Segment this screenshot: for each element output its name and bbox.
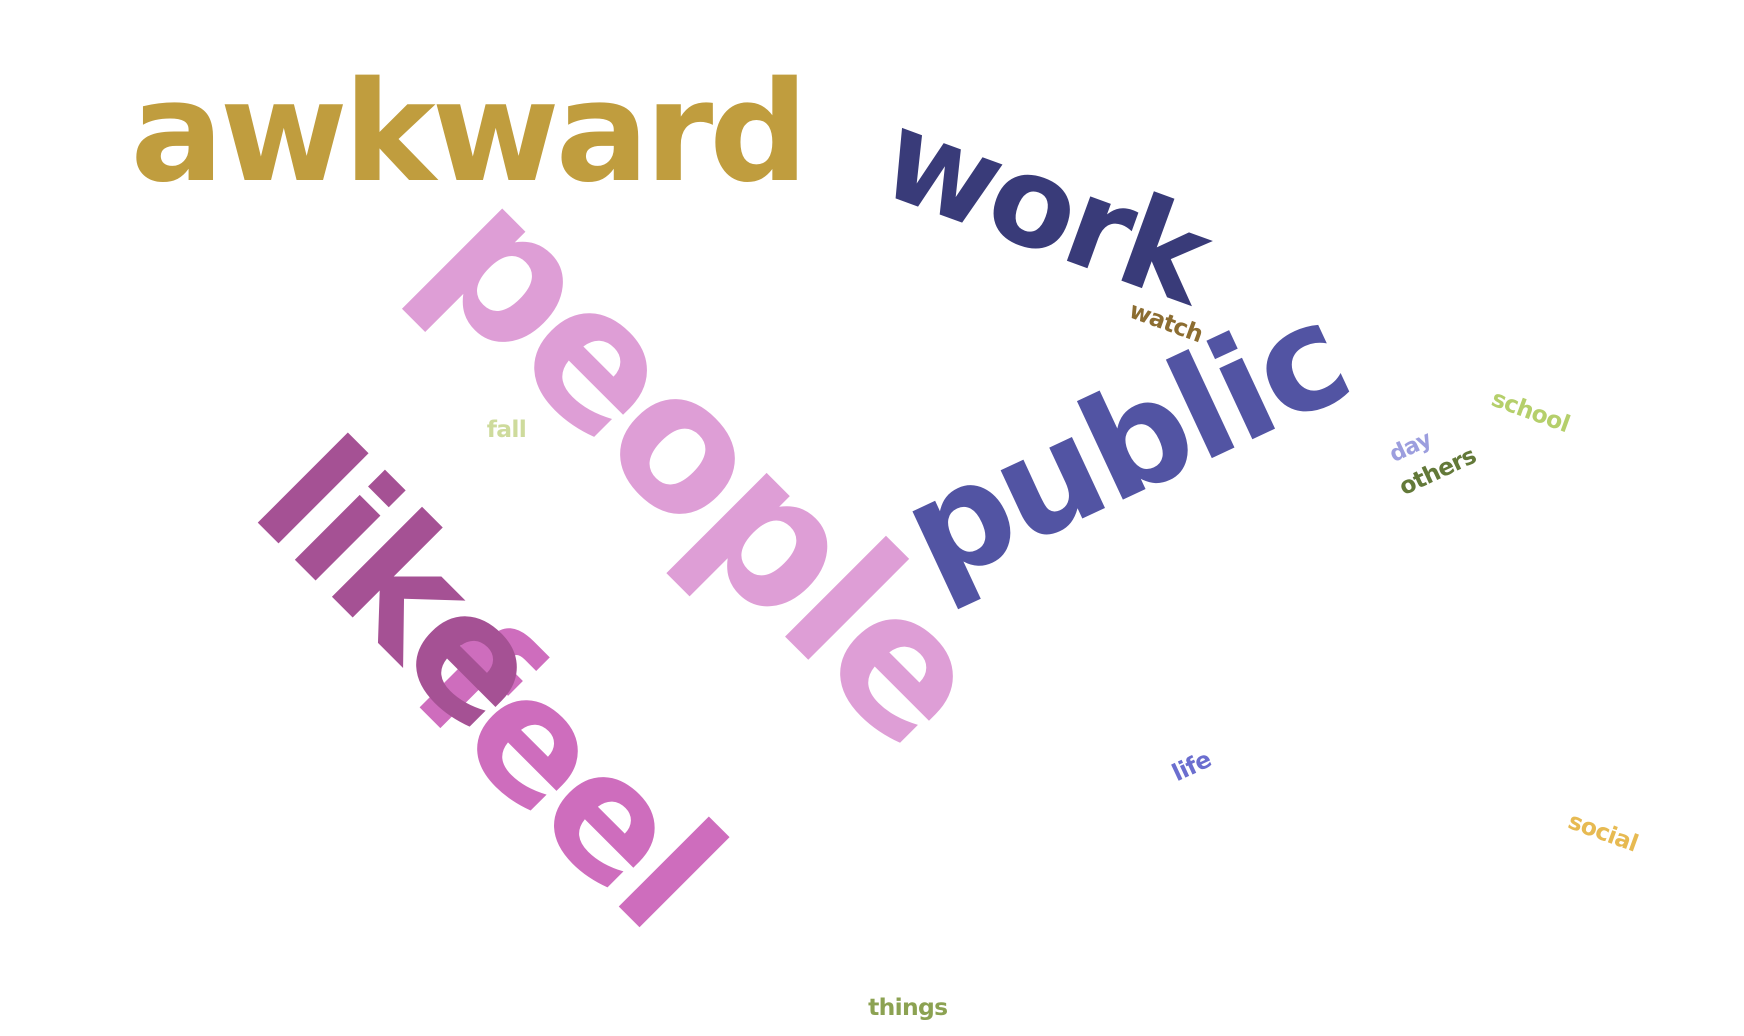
word-fall: fall	[486, 414, 527, 443]
word-life: life	[1167, 745, 1216, 788]
word-work: work	[864, 82, 1227, 333]
word-school: school	[1488, 383, 1574, 438]
word-public: public	[878, 271, 1369, 619]
word-awkward: awkward	[130, 50, 808, 213]
word-things: things	[868, 992, 948, 1021]
word-social: social	[1564, 806, 1642, 858]
